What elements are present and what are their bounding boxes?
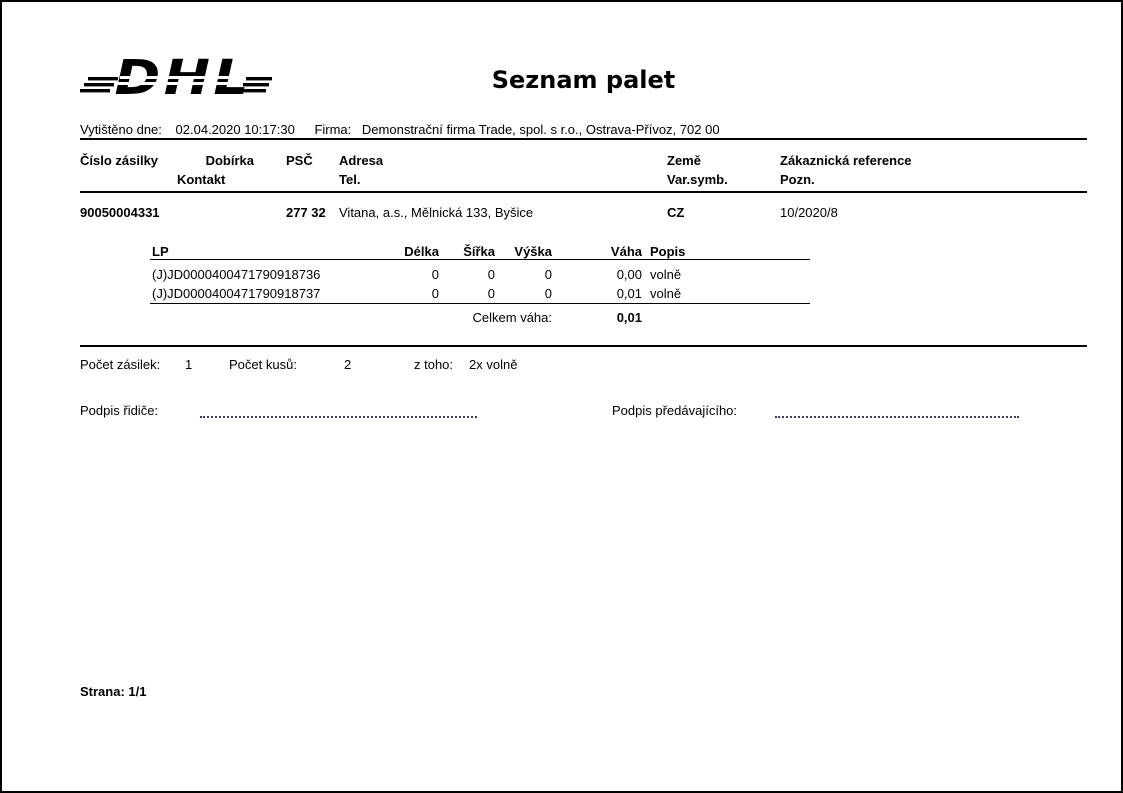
driver-signature-label: Podpis řidiče:	[80, 403, 159, 418]
lp-col-header-delka: Délka	[404, 244, 439, 259]
shipments-count-label: Počet zásilek:	[80, 357, 161, 372]
firm-value: Demonstrační firma Trade, spol. s r.o., …	[361, 122, 720, 137]
shipment-country: CZ	[667, 205, 685, 220]
handover-signature-line	[775, 404, 1019, 418]
lp-col-header-lp: LP	[152, 244, 169, 259]
firm-label: Firma:	[314, 122, 352, 137]
page-number-label: Strana: 1/1	[80, 684, 147, 699]
shipments-count-value: 1	[185, 357, 193, 372]
rule-under-print-line	[80, 138, 1087, 140]
lp-length: 0	[431, 267, 439, 282]
pieces-count-label: Počet kusů:	[229, 357, 297, 372]
rule-under-shipment-header	[80, 191, 1087, 193]
lp-col-header-popis: Popis	[650, 244, 686, 259]
of-which-value: 2x volně	[469, 357, 518, 372]
lp-table-row: (J)JD0000400471790918737 0 0 0 0,01 voln…	[80, 286, 1087, 303]
lp-table-bottom-rule	[150, 303, 810, 304]
lp-length: 0	[431, 286, 439, 301]
lp-width: 0	[487, 286, 495, 301]
lp-code: (J)JD0000400471790918736	[152, 267, 321, 282]
shipment-header-row-1: Číslo zásilky Dobírka PSČ Adresa Země Zá…	[80, 153, 1087, 170]
signatures-row: Podpis řidiče: Podpis předávajícího:	[80, 403, 1087, 420]
total-weight-label: Celkem váha:	[472, 310, 552, 325]
page-title: Seznam palet	[491, 66, 676, 94]
col-header-psc: PSČ	[286, 153, 313, 168]
col-header-cislo-zasilky: Číslo zásilky	[80, 153, 159, 168]
lp-table-header-row: LP Délka Šířka Výška Váha Popis	[80, 244, 1087, 261]
lp-col-header-sirka: Šířka	[463, 244, 495, 259]
lp-table-total-row: Celkem váha: 0,01	[80, 310, 1087, 327]
lp-weight: 0,01	[616, 286, 642, 301]
lp-col-header-vaha: Váha	[610, 244, 642, 259]
handover-signature-label: Podpis předávajícího:	[612, 403, 738, 418]
print-info-line: Vytištěno dne: 02.04.2020 10:17:30 Firma…	[80, 122, 1087, 139]
shipment-psc: 277 32	[286, 205, 326, 220]
shipment-number: 90050004331	[80, 205, 160, 220]
lp-col-header-vyska: Výška	[514, 244, 552, 259]
col-header-zakaznicka-reference: Zákaznická reference	[780, 153, 912, 168]
col-header-pozn: Pozn.	[780, 172, 815, 187]
lp-description: volně	[650, 267, 682, 282]
shipment-header-row-2: Kontakt Tel. Var.symb. Pozn.	[80, 172, 1087, 189]
lp-description: volně	[650, 286, 682, 301]
pieces-count-value: 2	[344, 357, 352, 372]
rule-above-summary	[80, 345, 1087, 347]
col-header-kontakt: Kontakt	[177, 172, 226, 187]
total-weight-value: 0,01	[616, 310, 642, 325]
lp-table-header-rule	[150, 259, 810, 260]
col-header-tel: Tel.	[339, 172, 361, 187]
of-which-label: z toho:	[414, 357, 454, 372]
shipment-address: Vitana, a.s., Mělnická 133, Byšice	[339, 205, 534, 220]
printed-date-label: Vytištěno dne:	[80, 122, 162, 137]
dhl-logo: DHL	[80, 55, 272, 99]
shipment-customer-reference: 10/2020/8	[780, 205, 838, 220]
col-header-zeme: Země	[667, 153, 701, 168]
col-header-var-symb: Var.symb.	[667, 172, 728, 187]
lp-width: 0	[487, 267, 495, 282]
lp-height: 0	[544, 267, 552, 282]
col-header-adresa: Adresa	[339, 153, 384, 168]
lp-weight: 0,00	[616, 267, 642, 282]
shipment-row: 90050004331 277 32 Vitana, a.s., Mělnick…	[80, 205, 1087, 222]
lp-height: 0	[544, 286, 552, 301]
printed-date-value: 02.04.2020 10:17:30	[175, 122, 295, 137]
col-header-dobirka: Dobírka	[205, 153, 254, 168]
driver-signature-line	[200, 404, 477, 418]
document-content: DHL Seznam palet Vytištěno dne: 02.04.20…	[80, 2, 1087, 791]
summary-row: Počet zásilek: 1 Počet kusů: 2 z toho: 2…	[80, 357, 1087, 374]
lp-table-row: (J)JD0000400471790918736 0 0 0 0,00 voln…	[80, 267, 1087, 284]
footer-row: Strana: 1/1	[80, 684, 1087, 701]
lp-code: (J)JD0000400471790918737	[152, 286, 321, 301]
